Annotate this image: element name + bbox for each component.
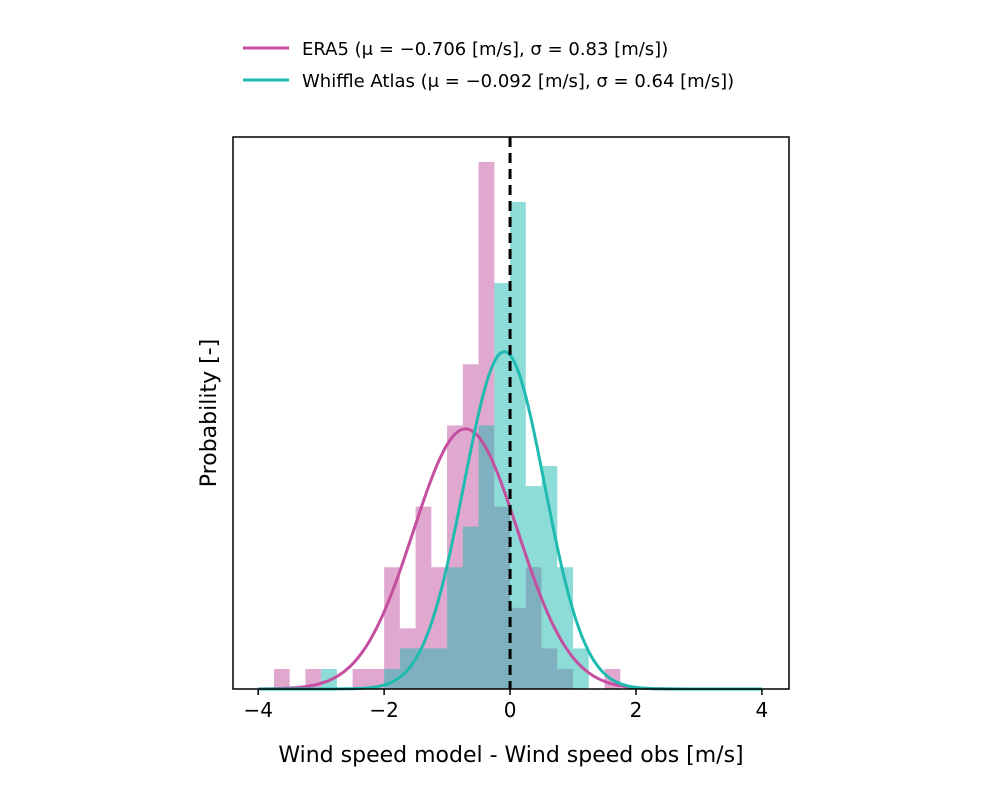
legend: ERA5 (μ = −0.706 [m/s], σ = 0.83 [m/s]) … [243,39,734,92]
histogram-bar [415,648,432,689]
histogram-bar [462,526,479,689]
histogram-bar [573,648,589,689]
bars-whiffle-atlas [321,201,589,690]
legend-label-era5: ERA5 (μ = −0.706 [m/s], σ = 0.83 [m/s]) [302,39,668,60]
histogram-bar [384,567,400,689]
x-tick-label: −4 [243,698,272,722]
histogram-bar [352,668,369,689]
x-tick-label: 0 [504,698,517,722]
histogram-bar [273,668,290,689]
histogram-bar [510,201,526,690]
x-tick-label: 4 [756,698,769,722]
x-axis-ticks: −4 −2 0 2 4 [243,689,768,722]
histogram-bars [273,161,621,690]
plot-frame [232,136,790,690]
histogram-bar [447,567,463,689]
histogram-bar [478,425,495,689]
y-axis-label: Probability [-] [197,339,222,487]
legend-label-whiffle: Whiffle Atlas (μ = −0.092 [m/s], σ = 0.6… [302,71,734,92]
histogram-bar [431,648,448,689]
histogram-bar [541,466,558,689]
histogram-bar [368,668,385,689]
histogram-bar [415,506,432,689]
histogram-bar [525,486,542,689]
x-tick-label: 2 [630,698,643,722]
x-tick-label: −2 [369,698,398,722]
x-axis-label: Wind speed model - Wind speed obs [m/s] [278,743,743,768]
